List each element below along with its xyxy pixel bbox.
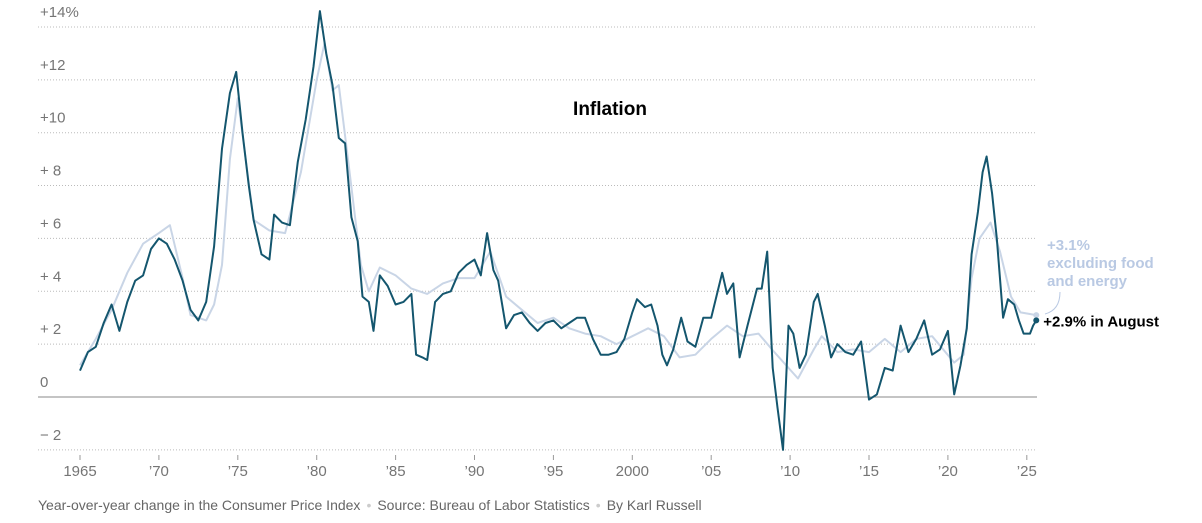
x-tick-label: ’20 xyxy=(938,463,958,480)
footer-source: Source: Bureau of Labor Statistics xyxy=(377,497,590,513)
y-tick-label: + 2 xyxy=(40,321,61,338)
x-tick-label: ’25 xyxy=(1017,463,1037,480)
x-tick-label: 1965 xyxy=(63,463,96,480)
y-tick-label: +14% xyxy=(40,4,79,21)
footer-description: Year-over-year change in the Consumer Pr… xyxy=(38,497,361,513)
chart-title: Inflation xyxy=(573,99,647,120)
x-tick-label: ’10 xyxy=(780,463,800,480)
headline-cpi-line xyxy=(79,10,1038,451)
headline-annotation: +2.9% in August xyxy=(1043,313,1159,330)
x-tick-label: ’15 xyxy=(859,463,879,480)
chart-footer: Year-over-year change in the Consumer Pr… xyxy=(38,497,702,513)
core-annotation: excluding food xyxy=(1047,255,1154,272)
x-tick-label: ’70 xyxy=(149,463,169,480)
core-cpi-line xyxy=(79,41,1037,380)
y-tick-label: + 6 xyxy=(40,215,61,232)
x-tick-label: ’85 xyxy=(386,463,406,480)
x-tick-label: ’05 xyxy=(701,463,721,480)
x-tick-label: ’90 xyxy=(464,463,484,480)
y-tick-label: − 2 xyxy=(40,427,61,444)
y-tick-label: +12 xyxy=(40,57,65,74)
footer-byline: By Karl Russell xyxy=(606,497,702,513)
y-tick-label: + 8 xyxy=(40,163,61,180)
x-tick-label: 2000 xyxy=(616,463,649,480)
x-tick-label: ’95 xyxy=(543,463,563,480)
core-end-dot xyxy=(1033,312,1040,319)
y-tick-label: +10 xyxy=(40,110,65,127)
x-tick-label: ’80 xyxy=(307,463,327,480)
x-tick-label: ’75 xyxy=(228,463,248,480)
headline-end-dot xyxy=(1033,317,1040,324)
core-annotation: +3.1% xyxy=(1047,237,1090,254)
y-tick-label: + 4 xyxy=(40,268,61,285)
annotation-arrow xyxy=(1044,291,1061,315)
y-tick-label: 0 xyxy=(40,374,48,391)
core-annotation: and energy xyxy=(1047,273,1128,290)
